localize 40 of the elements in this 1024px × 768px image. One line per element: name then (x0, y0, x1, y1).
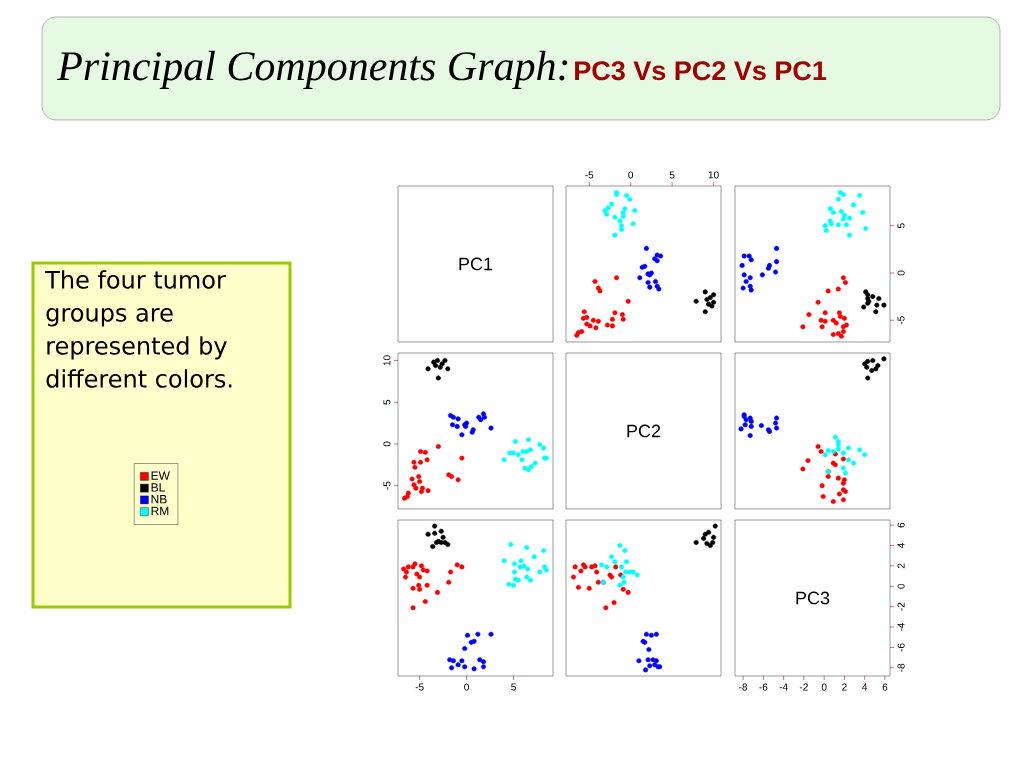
y-tick-label: 5 (383, 399, 391, 405)
x-tick-label: 2 (842, 683, 847, 691)
x-tick-label: -4 (779, 683, 788, 691)
y-tick-label: -6 (897, 643, 905, 652)
x-tick-label: 5 (669, 171, 675, 179)
x-tick-label: -8 (739, 683, 748, 691)
y-tick-label: -5 (897, 316, 905, 325)
legend-label: RM (151, 506, 169, 516)
y-tick-label: -8 (897, 663, 905, 672)
x-tick-label: 0 (821, 683, 827, 691)
x-tick-label: -5 (415, 683, 424, 691)
y-tick-label: 0 (897, 583, 905, 589)
y-tick-label: 10 (383, 355, 391, 366)
y-tick-label: -2 (897, 602, 905, 611)
y-tick-label: -5 (383, 481, 391, 490)
x-tick-label: -2 (799, 683, 808, 691)
y-tick-label: 0 (383, 441, 391, 447)
text: Principal Components Graph: (56, 50, 568, 89)
x-tick-label: 6 (882, 683, 888, 691)
x-tick-label: -6 (759, 683, 768, 691)
legend-label: BL (151, 483, 165, 492)
y-tick-label: 6 (897, 522, 905, 528)
x-tick-label: 4 (862, 683, 868, 691)
y-tick-label: -4 (897, 622, 905, 632)
x-tick-label: 0 (628, 171, 634, 179)
text: PC2 (627, 424, 661, 438)
y-tick-label: 5 (897, 223, 905, 229)
y-tick-label: 2 (897, 563, 905, 569)
text: PC3 Vs PC2 Vs PC1 (575, 61, 827, 81)
y-tick-label: 0 (897, 270, 905, 276)
y-tick-label: 4 (897, 543, 905, 549)
x-tick-label: -5 (585, 171, 594, 179)
text: PC1 (459, 257, 493, 271)
x-tick-label: 0 (464, 683, 469, 691)
x-tick-label: 5 (511, 683, 516, 691)
annotation: PC3 (796, 591, 830, 605)
x-tick-label: 10 (708, 171, 719, 179)
legend-label: EW (151, 471, 170, 480)
legend-label: NB (151, 495, 167, 504)
text: The four tumor groups are represented by different colors. (45, 270, 232, 388)
